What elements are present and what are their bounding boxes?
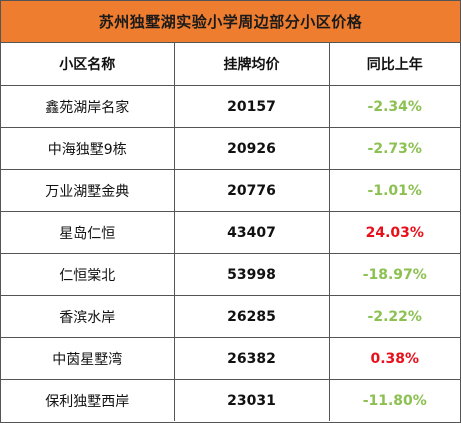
table-title: 苏州独墅湖实验小学周边部分小区价格 bbox=[1, 1, 460, 43]
price-table: 小区名称 挂牌均价 同比上年 鑫苑湖岸名家 20157 -2.34% 中海独墅9… bbox=[1, 43, 460, 421]
cell-change: 24.03% bbox=[329, 211, 460, 254]
cell-price: 20926 bbox=[174, 127, 330, 170]
header-price: 挂牌均价 bbox=[174, 43, 330, 86]
cell-change: -2.22% bbox=[329, 295, 460, 338]
header-change: 同比上年 bbox=[329, 43, 460, 86]
cell-change: -2.73% bbox=[329, 127, 460, 170]
cell-price: 23031 bbox=[174, 379, 330, 421]
cell-name: 鑫苑湖岸名家 bbox=[1, 85, 175, 128]
table-row: 中茵星墅湾 26382 0.38% bbox=[1, 337, 460, 380]
header-row: 小区名称 挂牌均价 同比上年 bbox=[1, 43, 460, 86]
table-row: 中海独墅9栋 20926 -2.73% bbox=[1, 127, 460, 170]
cell-name: 中茵星墅湾 bbox=[1, 337, 175, 380]
cell-name: 保利独墅西岸 bbox=[1, 379, 175, 421]
cell-price: 53998 bbox=[174, 253, 330, 296]
cell-price: 20776 bbox=[174, 169, 330, 212]
table-row: 香滨水岸 26285 -2.22% bbox=[1, 295, 460, 338]
table-row: 鑫苑湖岸名家 20157 -2.34% bbox=[1, 85, 460, 128]
table-row: 万业湖墅金典 20776 -1.01% bbox=[1, 169, 460, 212]
header-name: 小区名称 bbox=[1, 43, 175, 86]
table-row: 星岛仁恒 43407 24.03% bbox=[1, 211, 460, 254]
cell-change: -2.34% bbox=[329, 85, 460, 128]
cell-name: 香滨水岸 bbox=[1, 295, 175, 338]
cell-change: 0.38% bbox=[329, 337, 460, 380]
cell-price: 43407 bbox=[174, 211, 330, 254]
table-row: 保利独墅西岸 23031 -11.80% bbox=[1, 379, 460, 421]
table-body: 鑫苑湖岸名家 20157 -2.34% 中海独墅9栋 20926 -2.73% … bbox=[1, 85, 460, 421]
cell-change: -1.01% bbox=[329, 169, 460, 212]
cell-name: 星岛仁恒 bbox=[1, 211, 175, 254]
cell-name: 万业湖墅金典 bbox=[1, 169, 175, 212]
cell-price: 26285 bbox=[174, 295, 330, 338]
cell-name: 仁恒棠北 bbox=[1, 253, 175, 296]
cell-price: 20157 bbox=[174, 85, 330, 128]
cell-price: 26382 bbox=[174, 337, 330, 380]
cell-name: 中海独墅9栋 bbox=[1, 127, 175, 170]
cell-change: -18.97% bbox=[329, 253, 460, 296]
cell-change: -11.80% bbox=[362, 392, 427, 409]
table-row: 仁恒棠北 53998 -18.97% bbox=[1, 253, 460, 296]
